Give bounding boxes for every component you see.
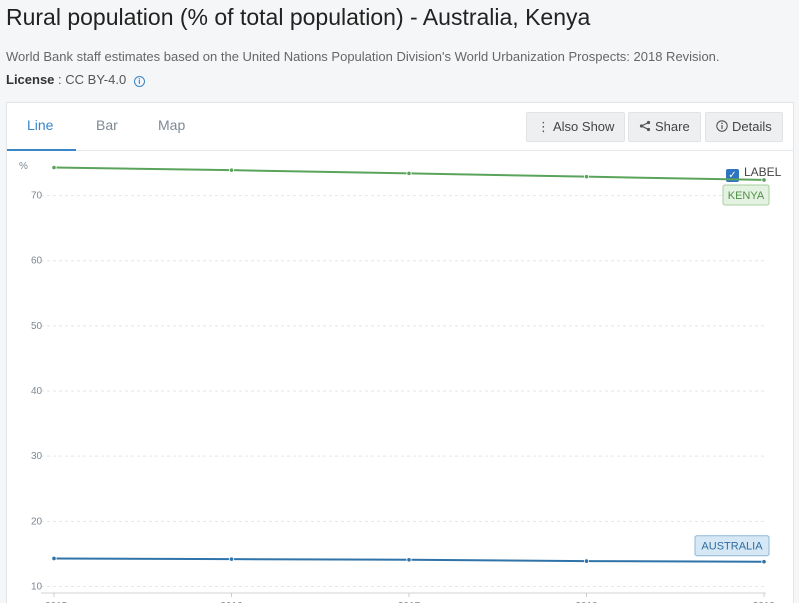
share-icon <box>639 113 651 141</box>
license-label: License <box>6 72 55 87</box>
share-label: Share <box>655 119 690 134</box>
series-label-kenya: KENYA <box>728 190 765 202</box>
data-point-australia <box>228 556 235 562</box>
data-point-kenya <box>406 170 412 177</box>
y-tick-label: 40 <box>31 386 43 397</box>
x-tick-label: 2015 <box>45 601 68 603</box>
active-tab-indicator <box>7 149 76 151</box>
data-point-australia <box>406 557 412 563</box>
y-tick-label: 50 <box>31 321 43 332</box>
more-vertical-icon: ⋮ <box>537 119 550 134</box>
y-tick-label: 10 <box>31 581 43 592</box>
details-button[interactable]: Details <box>705 112 783 142</box>
y-tick-label: 20 <box>31 516 43 527</box>
data-point-australia <box>761 559 767 565</box>
tab-bar-chart[interactable]: Bar <box>96 117 118 133</box>
series-label-box-australia <box>694 535 770 557</box>
line-chart: % 10 20 30 40 50 60 70 2015 2016 2017 2018 2019 KENYA… <box>19 161 776 603</box>
data-point-kenya <box>228 167 235 173</box>
license-value: : CC BY-4.0 <box>58 72 127 87</box>
details-label: Details <box>732 119 772 134</box>
x-tick-label: 2019 <box>753 601 776 603</box>
page-title: Rural population (% of total population)… <box>6 4 591 30</box>
chart-card: Line Bar Map ⋮ Also Show Share Details <box>6 102 794 603</box>
info-circle-icon <box>716 113 728 141</box>
series-label-australia: AUSTRALIA <box>701 541 763 553</box>
data-point-australia <box>583 558 590 564</box>
also-show-label: Also Show <box>553 119 615 134</box>
label-toggle-text: LABEL <box>744 165 782 179</box>
data-point-kenya <box>761 177 767 183</box>
x-tick-label: 2016 <box>220 601 243 603</box>
tab-map[interactable]: Map <box>158 117 186 133</box>
data-point-australia <box>51 555 57 562</box>
info-icon[interactable]: i <box>133 76 145 87</box>
y-tick-label: 70 <box>31 191 43 202</box>
share-button[interactable]: Share <box>628 112 701 142</box>
y-tick-label: 30 <box>31 451 43 462</box>
x-tick-label: 2017 <box>398 601 421 603</box>
x-tick-label: 2018 <box>575 601 598 603</box>
y-axis-unit-label: % <box>19 161 28 172</box>
y-tick-label: 60 <box>31 256 43 267</box>
series-label-box-kenya <box>722 184 770 206</box>
tab-line[interactable]: Line <box>27 117 54 133</box>
also-show-button[interactable]: ⋮ Also Show <box>526 112 626 142</box>
license-line: License : CC BY-4.0 i <box>6 72 145 87</box>
data-point-kenya <box>51 164 57 171</box>
source-note: World Bank staff estimates based on the … <box>6 49 720 64</box>
tab-bar: Line Bar Map ⋮ Also Show Share Details <box>7 103 793 151</box>
data-point-kenya <box>583 174 590 180</box>
